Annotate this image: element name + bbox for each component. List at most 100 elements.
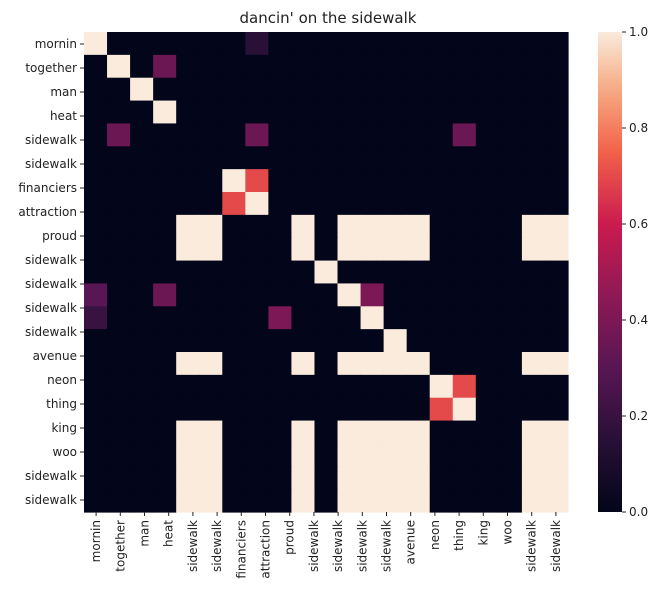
heatmap-cell-11-7	[245, 283, 269, 307]
heatmap-cell-4-5	[199, 123, 223, 147]
heatmap-cell-19-10	[314, 466, 339, 490]
heatmap-cell-7-19	[521, 192, 546, 216]
heatmap-cell-13-16	[452, 329, 477, 353]
y-tick-label: thing	[46, 397, 77, 411]
heatmap-cell-2-6	[222, 77, 246, 102]
heatmap-cell-2-5	[199, 77, 223, 102]
heatmap-cell-4-11	[337, 123, 362, 147]
heatmap-cell-5-17	[475, 146, 500, 170]
heatmap-cell-7-5	[199, 192, 223, 216]
heatmap-cell-6-9	[291, 169, 316, 193]
heatmap-cell-14-12	[360, 352, 385, 376]
heatmap-cell-10-3	[153, 260, 177, 285]
heatmap-cell-6-17	[475, 169, 500, 193]
heatmap-cell-13-11	[337, 329, 362, 353]
heatmap-cell-18-14	[406, 443, 431, 467]
heatmap-cell-19-15	[429, 466, 454, 490]
heatmap-cell-8-13	[383, 214, 408, 239]
heatmap-cell-0-0	[84, 32, 108, 56]
heatmap-cell-4-19	[521, 123, 546, 147]
heatmap-cell-11-13	[383, 283, 408, 307]
heatmap-cell-17-9	[291, 420, 316, 445]
heatmap-cell-10-20	[544, 260, 569, 285]
heatmap-cell-11-11	[337, 283, 362, 307]
heatmap-cell-0-13	[383, 32, 408, 56]
heatmap-cell-2-20	[544, 77, 569, 102]
heatmap-cell-5-0	[84, 146, 108, 170]
heatmap-cell-11-14	[406, 283, 431, 307]
heatmap-cell-15-1	[107, 374, 131, 399]
heatmap-cell-1-3	[153, 54, 177, 79]
heatmap-cell-3-9	[291, 100, 316, 125]
heatmap-cell-12-11	[337, 306, 362, 330]
heatmap-cell-17-0	[84, 420, 108, 445]
heatmap-cell-0-20	[544, 32, 569, 56]
heatmap-cell-14-6	[222, 352, 246, 376]
x-tick-label: sidewalk	[186, 520, 200, 572]
heatmap-cell-6-18	[498, 169, 523, 193]
heatmap-cell-8-11	[337, 214, 362, 239]
heatmap-cell-10-19	[521, 260, 546, 285]
heatmap-cell-19-11	[337, 466, 362, 490]
y-tick-label: sidewalk	[25, 469, 77, 483]
heatmap-cell-15-2	[130, 374, 154, 399]
heatmap-cell-9-6	[222, 237, 246, 262]
heatmap-cell-0-9	[291, 32, 316, 56]
heatmap-cell-9-16	[452, 237, 477, 262]
heatmap-cell-0-8	[268, 32, 293, 56]
heatmap-cell-12-10	[314, 306, 339, 330]
heatmap-cell-0-6	[222, 32, 246, 56]
heatmap-cell-7-4	[176, 192, 200, 216]
heatmap-cell-15-3	[153, 374, 177, 399]
heatmap-cell-11-1	[107, 283, 131, 307]
heatmap-cell-1-11	[337, 54, 362, 79]
heatmap-cell-13-14	[406, 329, 431, 353]
heatmap-cell-2-19	[521, 77, 546, 102]
heatmap-cell-7-15	[429, 192, 454, 216]
heatmap-cell-17-16	[452, 420, 477, 445]
heatmap-cell-17-2	[130, 420, 154, 445]
heatmap-cell-2-17	[475, 77, 500, 102]
heatmap-cell-6-0	[84, 169, 108, 193]
heatmap-cell-13-3	[153, 329, 177, 353]
heatmap-cell-5-1	[107, 146, 131, 170]
x-tick-label: financiers	[234, 520, 248, 579]
heatmap-cell-16-15	[429, 397, 454, 422]
heatmap-cell-1-5	[199, 54, 223, 79]
colorbar-tick-label: 0.2	[629, 409, 648, 423]
heatmap-cell-16-8	[268, 397, 293, 422]
heatmap-cell-3-19	[521, 100, 546, 125]
heatmap-cell-10-12	[360, 260, 385, 285]
heatmap-cell-0-17	[475, 32, 500, 56]
heatmap-cell-16-4	[176, 397, 200, 422]
heatmap-cell-12-5	[199, 306, 223, 330]
heatmap-cell-4-8	[268, 123, 293, 147]
heatmap-cell-11-8	[268, 283, 293, 307]
heatmap-cell-15-19	[521, 374, 546, 399]
heatmap-cell-11-19	[521, 283, 546, 307]
heatmap-cell-16-12	[360, 397, 385, 422]
heatmap-cell-13-0	[84, 329, 108, 353]
heatmap-cell-10-18	[498, 260, 523, 285]
heatmap-cell-0-1	[107, 32, 131, 56]
y-tick-label: sidewalk	[25, 157, 77, 171]
heatmap-cell-19-9	[291, 466, 316, 490]
heatmap-cell-12-9	[291, 306, 316, 330]
heatmap-cell-5-7	[245, 146, 269, 170]
heatmap-cell-13-15	[429, 329, 454, 353]
heatmap-cell-3-3	[153, 100, 177, 125]
heatmap-cell-5-16	[452, 146, 477, 170]
heatmap-cell-2-14	[406, 77, 431, 102]
heatmap-cell-10-13	[383, 260, 408, 285]
heatmap-cell-8-16	[452, 214, 477, 239]
heatmap-cell-4-13	[383, 123, 408, 147]
heatmap-cell-11-18	[498, 283, 523, 307]
x-tick-label: sidewalk	[525, 520, 539, 572]
heatmap-cell-20-5	[199, 489, 223, 513]
heatmap-cell-5-12	[360, 146, 385, 170]
heatmap-cell-18-0	[84, 443, 108, 467]
heatmap-cell-2-3	[153, 77, 177, 102]
heatmap-cell-4-17	[475, 123, 500, 147]
heatmap-cell-5-5	[199, 146, 223, 170]
x-tick-label: together	[113, 520, 127, 572]
